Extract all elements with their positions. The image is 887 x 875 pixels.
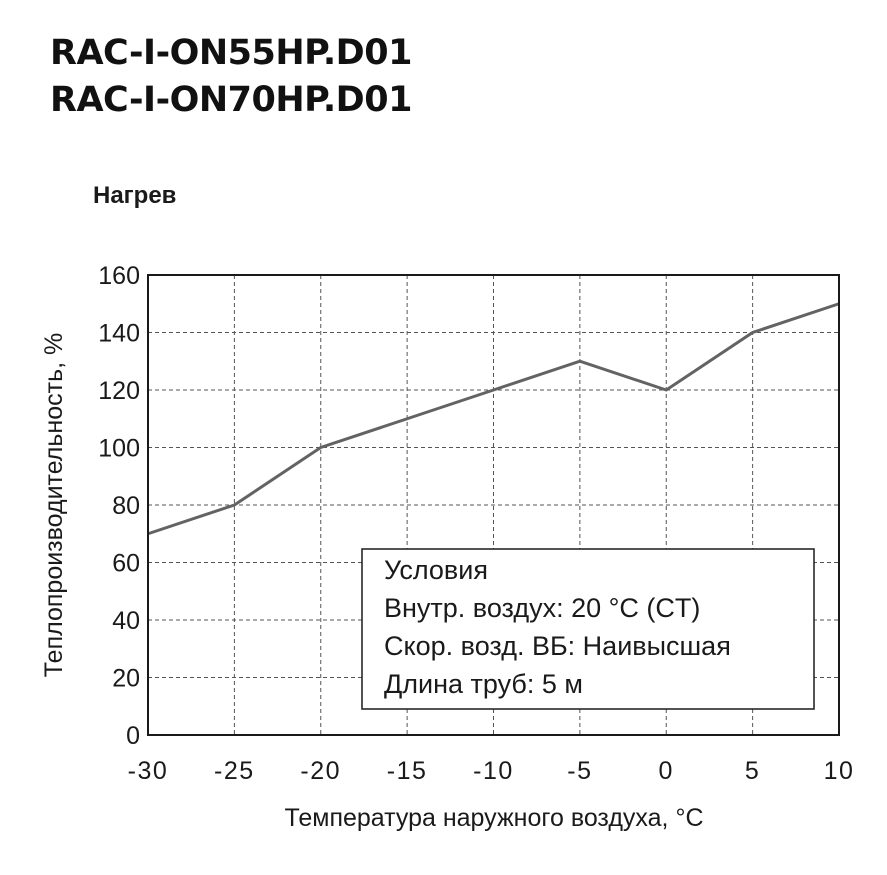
y-tick-label: 60 [112, 550, 140, 578]
y-tick-label: 20 [112, 665, 140, 693]
x-tick-label: 0 [659, 757, 674, 785]
model-title-line-2: RAC-I-ON70HP.D01 [50, 80, 412, 120]
x-tick-labels: -30 -25 -20 -15 -10 -5 0 5 10 [128, 757, 855, 785]
x-tick-label: -5 [567, 757, 592, 785]
x-tick-label: -10 [473, 757, 514, 785]
x-tick-label: -30 [128, 757, 169, 785]
y-tick-label: 100 [98, 435, 140, 463]
y-tick-label: 140 [98, 320, 140, 348]
x-tick-label: 10 [824, 757, 855, 785]
chart-title: Нагрев [93, 182, 177, 209]
y-tick-labels: 0 20 40 60 80 100 120 140 160 [98, 262, 140, 750]
x-tick-label: 5 [745, 757, 760, 785]
x-axis-title: Температура наружного воздуха, °C [284, 804, 703, 832]
conditions-line: Условия [384, 555, 488, 585]
model-title-block: RAC-I-ON55HP.D01 RAC-I-ON70HP.D01 [50, 30, 412, 124]
y-tick-label: 160 [98, 262, 140, 290]
y-tick-label: 0 [126, 722, 140, 750]
model-title-line-1: RAC-I-ON55HP.D01 [50, 33, 412, 73]
x-tick-label: -15 [387, 757, 428, 785]
y-tick-label: 80 [112, 492, 140, 520]
y-axis-title: Теплопроизводительность, % [40, 333, 68, 677]
x-tick-label: -25 [214, 757, 255, 785]
conditions-line: Скор. возд. ВБ: Наивысшая [384, 631, 731, 661]
y-tick-label: 120 [98, 377, 140, 405]
plot-frame [147, 274, 840, 736]
y-tick-label: 40 [112, 607, 140, 635]
conditions-line: Длина труб: 5 м [384, 669, 583, 699]
conditions-box-frame [361, 548, 815, 710]
conditions-line: Внутр. воздух: 20 °C (CT) [384, 593, 700, 623]
x-tick-label: -20 [300, 757, 341, 785]
conditions-box: Условия Внутр. воздух: 20 °C (CT) Скор. во… [361, 548, 815, 710]
